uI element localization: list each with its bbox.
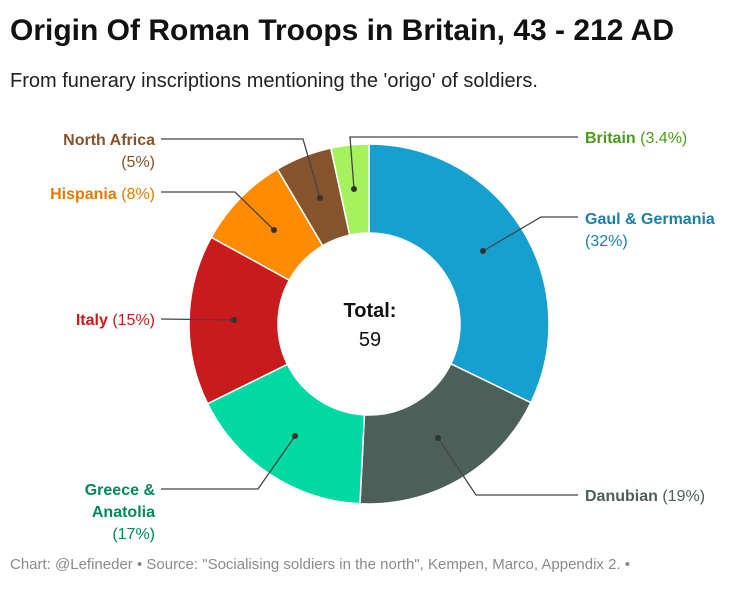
leader-dot-italy	[231, 317, 237, 323]
label-pct-britain: (3.4%)	[636, 130, 688, 147]
leader-dot-gaul-germania	[480, 248, 486, 254]
leader-line-north-africa	[161, 138, 321, 199]
label-pct-north-africa: (5%)	[121, 154, 155, 171]
label-pct-greece-anatolia: (17%)	[112, 526, 155, 543]
labels-group: Gaul & Germania (32%) Danubian (19%) Greece…	[50, 130, 715, 543]
leader-line-hispania	[161, 191, 275, 231]
leader-dot-greece-anatolia	[292, 433, 298, 439]
leader-line-britain	[349, 136, 578, 190]
label-pct-danubian: (19%)	[658, 488, 705, 505]
label-italy: Italy (15%)	[76, 312, 155, 329]
slice-danubian	[359, 362, 532, 505]
label-gaul-germania: Gaul & Germania (32%)	[585, 211, 715, 250]
leader-dot-north-africa	[317, 195, 323, 201]
label-greece-anatolia: Greece & Anatolia (17%)	[85, 482, 156, 543]
label-name-gaul-germania: Gaul & Germania	[585, 211, 715, 228]
label-name-hispania: Hispania	[50, 186, 117, 203]
leader-line-italy	[160, 318, 235, 321]
center-total-label: Total:	[344, 300, 397, 322]
label-hispania: Hispania (8%)	[50, 186, 155, 203]
label-danubian: Danubian (19%)	[585, 488, 705, 505]
label-name-greece-anatolia: Anatolia	[92, 504, 155, 521]
slice-greece-anatolia	[206, 363, 366, 505]
slices-group	[188, 143, 550, 505]
label-name-britain: Britain	[585, 130, 636, 147]
label-name-greece-anatolia: Greece &	[85, 482, 156, 499]
center-total-value: 59	[359, 329, 381, 351]
slice-gaul-germania	[368, 143, 550, 404]
label-pct-hispania: (8%)	[117, 186, 155, 203]
chart-subtitle: From funerary inscriptions mentioning th…	[10, 70, 538, 92]
label-pct-gaul-germania: (32%)	[585, 233, 628, 250]
label-name-danubian: Danubian	[585, 488, 658, 505]
leader-line-greece-anatolia	[161, 435, 296, 490]
chart-title: Origin Of Roman Troops in Britain, 43 - …	[10, 14, 674, 47]
label-britain: Britain (3.4%)	[585, 130, 687, 147]
chart-footer: Chart: @Lefineder • Source: "Socialising…	[10, 556, 631, 573]
label-pct-italy: (15%)	[108, 312, 155, 329]
leader-lines-group	[160, 136, 578, 496]
leader-dot-britain	[351, 186, 357, 192]
slice-britain	[329, 143, 370, 236]
leader-dot-hispania	[271, 227, 277, 233]
leader-line-gaul-germania	[482, 216, 578, 252]
leader-dot-danubian	[435, 435, 441, 441]
label-north-africa: North Africa (5%)	[63, 132, 155, 171]
label-name-italy: Italy	[76, 312, 108, 329]
label-name-north-africa: North Africa	[63, 132, 155, 149]
leader-line-danubian	[437, 437, 578, 496]
